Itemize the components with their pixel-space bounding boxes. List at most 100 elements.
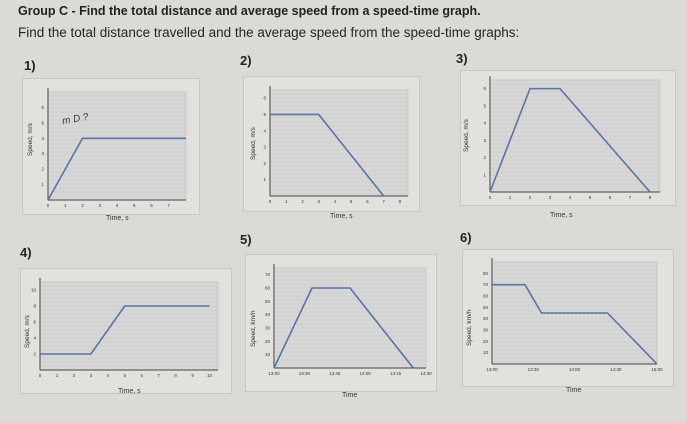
graph-5-xlabel: Time (342, 392, 358, 399)
y-tick-label: 20 (483, 339, 489, 344)
graph-4-ylabel: Speed, m/s (24, 315, 31, 348)
x-tick-label: 5 (350, 199, 353, 204)
x-tick-label: 8 (174, 373, 177, 378)
y-tick-label: 3 (263, 145, 266, 150)
x-tick-label: 1 (56, 373, 59, 378)
y-tick-label: 10 (31, 288, 37, 293)
worksheet-title: Group C - Find the total distance and av… (18, 4, 481, 18)
y-tick-label: 8 (33, 304, 36, 309)
x-tick-label: 2 (301, 199, 304, 204)
x-tick-label: 14:00 (569, 367, 581, 372)
plot-area (269, 89, 409, 197)
y-tick-label: 2 (33, 352, 36, 357)
x-tick-label: 4 (107, 373, 110, 378)
x-tick-label: 13:00 (486, 367, 498, 372)
data-line (47, 137, 186, 201)
x-tick-label: 15:00 (651, 367, 663, 372)
x-tick-label: 13:30 (299, 371, 311, 376)
graph-3-xlabel: Time, s (550, 212, 573, 219)
x-tick-label: 8 (649, 195, 652, 200)
x-tick-label: 0 (39, 373, 42, 378)
x-tick-label: 6 (366, 199, 369, 204)
x-tick-label: 7 (629, 195, 632, 200)
graph-2: 0 1 2 3 4 5 6 7 8 1 2 3 4 5 6 (263, 86, 409, 204)
y-tick-label: 4 (483, 121, 486, 126)
x-tick-label: 0 (47, 203, 50, 208)
x-tick-label: 6 (140, 373, 143, 378)
x-tick-label: 3 (90, 373, 93, 378)
y-tick-label: 4 (33, 336, 36, 341)
y-tick-label: 20 (265, 339, 271, 344)
x-tick-label: 14:00 (360, 371, 372, 376)
y-tick-label: 5 (483, 103, 486, 108)
y-tick-label: 3 (483, 138, 486, 143)
x-tick-label: 1 (509, 195, 512, 200)
x-tick-label: 6 (150, 203, 153, 208)
x-tick-label: 10 (207, 373, 213, 378)
y-tick-label: 70 (265, 272, 271, 277)
y-tick-label: 2 (483, 155, 486, 160)
y-tick-label: 2 (263, 161, 266, 166)
y-tick-label: 1 (483, 172, 486, 177)
x-tick-label: 7 (167, 203, 170, 208)
y-tick-label: 30 (265, 326, 271, 331)
plot-area (47, 91, 187, 201)
x-tick-label: 4 (334, 199, 337, 204)
graph-6-ylabel: Speed, km/h (466, 309, 473, 347)
x-tick-label: 2 (529, 195, 532, 200)
x-tick-label: 14:30 (610, 367, 622, 372)
x-tick-label: 3 (98, 203, 101, 208)
x-tick-label: 3 (549, 195, 552, 200)
x-tick-label: 4 (569, 195, 572, 200)
x-tick-label: 13:00 (268, 371, 280, 376)
data-line (40, 305, 210, 355)
y-tick-label: 50 (265, 299, 271, 304)
question-number-2: 2) (240, 53, 252, 68)
y-tick-label: 6 (33, 320, 36, 325)
data-line (270, 113, 385, 197)
x-tick-label: 4 (116, 203, 119, 208)
x-tick-label: 7 (382, 199, 385, 204)
graph-6: 13:00 13:30 14:00 14:30 15:00 10 20 30 40 50 60 70 8… (483, 258, 663, 372)
x-tick-label: 1 (64, 203, 67, 208)
y-tick-label: 50 (483, 305, 489, 310)
y-tick-label: 5 (41, 120, 44, 125)
question-number-4: 4) (20, 245, 32, 260)
x-tick-label: 3 (317, 199, 320, 204)
y-tick-label: 2 (41, 167, 44, 172)
y-tick-label: 4 (41, 136, 44, 141)
y-tick-label: 1 (263, 177, 266, 182)
graph-2-ylabel: Speed, m/s (250, 127, 257, 160)
y-tick-label: 40 (483, 316, 489, 321)
graph-1: 0 1 2 3 4 5 6 7 1 2 3 4 5 6 (41, 88, 187, 208)
data-line (492, 283, 658, 365)
data-line (489, 87, 651, 193)
question-number-5: 5) (240, 232, 252, 247)
graph-1-xlabel: Time, s (106, 215, 129, 222)
question-number-3: 3) (456, 51, 468, 66)
x-tick-label: 14:30 (420, 371, 432, 376)
x-tick-label: 14:15 (390, 371, 402, 376)
graph-5: 13:00 13:30 13:45 14:00 14:15 14:30 10 20 30 40 50… (265, 264, 432, 376)
x-tick-label: 1 (285, 199, 288, 204)
x-tick-label: 5 (589, 195, 592, 200)
y-tick-label: 10 (265, 352, 271, 357)
graph-5-ylabel: Speed, km/h (250, 310, 257, 348)
graph-6-xlabel: Time (566, 387, 582, 394)
graph-2-xlabel: Time, s (330, 213, 353, 220)
graph-4-xlabel: Time, s (118, 388, 141, 395)
x-tick-label: 2 (73, 373, 76, 378)
graph-3-ylabel: Speed, m/s (463, 119, 470, 152)
y-tick-label: 70 (483, 282, 489, 287)
y-tick-label: 6 (483, 86, 486, 91)
y-tick-label: 60 (265, 286, 271, 291)
y-tick-label: 60 (483, 294, 489, 299)
x-tick-label: 8 (399, 199, 402, 204)
x-tick-label: 5 (124, 373, 127, 378)
x-tick-label: 13:45 (329, 371, 341, 376)
y-tick-label: 5 (263, 112, 266, 117)
y-tick-label: 4 (263, 128, 266, 133)
y-tick-label: 1 (41, 182, 44, 187)
graph-4: 0 1 2 3 4 5 6 7 8 9 10 2 4 6 8 10 (31, 278, 219, 378)
y-tick-label: 40 (265, 312, 271, 317)
